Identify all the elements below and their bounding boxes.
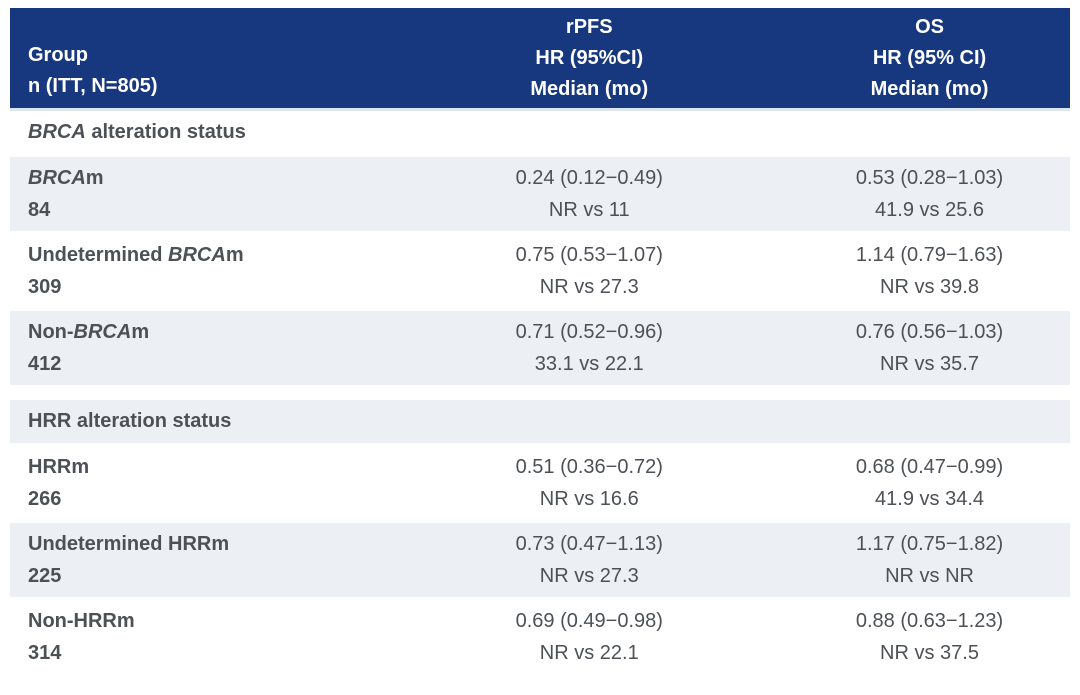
header-os-cell: OS HR (95% CI) Median (mo) xyxy=(789,8,1070,108)
os-hr-value: 0.68 (0.47−0.99) xyxy=(855,456,1004,478)
group-cell: Non-BRCAm 412 xyxy=(10,311,389,385)
header-rpfs-hr-label: HR (95%CI) xyxy=(535,47,644,69)
header-rpfs-cell: rPFS HR (95%CI) Median (mo) xyxy=(389,8,789,108)
group-cell: Undetermined HRRm 225 xyxy=(10,523,389,597)
row-n: 266 xyxy=(28,488,62,510)
row-label: Non-HRRm xyxy=(28,610,135,632)
table-row-undetermined-brcam: Undetermined BRCAm 309 0.75 (0.53−1.07) … xyxy=(10,234,1070,308)
os-cell: 0.53 (0.28−1.03) 41.9 vs 25.6 xyxy=(789,157,1070,231)
rpfs-cell: 0.69 (0.49−0.98) NR vs 22.1 xyxy=(389,600,789,674)
os-hr-value: 0.53 (0.28−1.03) xyxy=(855,167,1004,189)
row-n: 225 xyxy=(28,565,62,587)
group-cell: Non-HRRm 314 xyxy=(10,600,389,674)
rpfs-median-value: NR vs 27.3 xyxy=(539,276,639,298)
section-hrr: HRR alteration status HRRm 266 0.51 (0.3… xyxy=(10,400,1070,674)
row-n: 412 xyxy=(28,353,62,375)
os-median-value: NR vs 39.8 xyxy=(880,276,979,298)
rpfs-hr-value: 0.51 (0.36−0.72) xyxy=(515,456,663,478)
row-label: Non-BRCAm xyxy=(28,321,150,343)
os-cell: 0.68 (0.47−0.99) 41.9 vs 34.4 xyxy=(789,446,1070,520)
group-cell: Undetermined BRCAm 309 xyxy=(10,234,389,308)
row-n: 84 xyxy=(28,199,51,221)
os-hr-value: 0.76 (0.56−1.03) xyxy=(855,321,1004,343)
rpfs-cell: 0.73 (0.47−1.13) NR vs 27.3 xyxy=(389,523,789,597)
row-label: Undetermined HRRm xyxy=(28,533,230,555)
section-title-brca-em: BRCA xyxy=(28,121,86,143)
row-label: BRCAm xyxy=(28,167,104,189)
section-brca: BRCA alteration status BRCAm 84 0.24 (0.… xyxy=(10,111,1070,385)
rpfs-cell: 0.24 (0.12−0.49) NR vs 11 xyxy=(389,157,789,231)
row-label: Undetermined BRCAm xyxy=(28,244,244,266)
rpfs-median-value: NR vs 27.3 xyxy=(539,565,639,587)
os-cell: 0.76 (0.56−1.03) NR vs 35.7 xyxy=(789,311,1070,385)
os-hr-value: 0.88 (0.63−1.23) xyxy=(855,610,1004,632)
section-title-hrr-rest: HRR alteration status xyxy=(28,410,232,432)
os-median-value: NR vs NR xyxy=(885,565,974,587)
table-row-brcam: BRCAm 84 0.24 (0.12−0.49) NR vs 11 0.53 … xyxy=(10,157,1070,231)
os-cell: 0.88 (0.63−1.23) NR vs 37.5 xyxy=(789,600,1070,674)
section-title-brca-rest: alteration status xyxy=(85,121,246,143)
section-title-hrr: HRR alteration status xyxy=(10,400,1070,443)
header-group-cell: Group n (ITT, N=805) xyxy=(10,8,389,108)
os-median-value: 41.9 vs 25.6 xyxy=(875,199,984,221)
rpfs-median-value: NR vs 11 xyxy=(548,199,630,221)
os-hr-value: 1.17 (0.75−1.82) xyxy=(855,533,1004,555)
os-median-value: NR vs 35.7 xyxy=(880,353,979,375)
rpfs-hr-value: 0.73 (0.47−1.13) xyxy=(515,533,663,555)
table-row-non-hrrm: Non-HRRm 314 0.69 (0.49−0.98) NR vs 22.1… xyxy=(10,600,1070,674)
row-n: 314 xyxy=(28,642,62,664)
rpfs-median-value: NR vs 22.1 xyxy=(539,642,639,664)
rpfs-cell: 0.51 (0.36−0.72) NR vs 16.6 xyxy=(389,446,789,520)
rpfs-hr-value: 0.24 (0.12−0.49) xyxy=(515,167,663,189)
section-title-brca: BRCA alteration status xyxy=(10,111,1070,154)
group-cell: HRRm 266 xyxy=(10,446,389,520)
header-os-hr-label: HR (95% CI) xyxy=(872,47,987,69)
header-os-median-label: Median (mo) xyxy=(870,78,989,100)
rpfs-median-value: NR vs 16.6 xyxy=(539,488,639,510)
os-cell: 1.17 (0.75−1.82) NR vs NR xyxy=(789,523,1070,597)
header-rpfs-median-label: Median (mo) xyxy=(530,78,649,100)
table-row-non-brcam: Non-BRCAm 412 0.71 (0.52−0.96) 33.1 vs 2… xyxy=(10,311,1070,385)
group-cell: BRCAm 84 xyxy=(10,157,389,231)
header-os-title: OS xyxy=(915,16,944,38)
header-rpfs-title: rPFS xyxy=(565,16,613,38)
os-median-value: NR vs 37.5 xyxy=(880,642,979,664)
table-row-hrrm: HRRm 266 0.51 (0.36−0.72) NR vs 16.6 0.6… xyxy=(10,446,1070,520)
rpfs-hr-value: 0.71 (0.52−0.96) xyxy=(515,321,663,343)
rpfs-median-value: 33.1 vs 22.1 xyxy=(534,353,644,375)
os-cell: 1.14 (0.79−1.63) NR vs 39.8 xyxy=(789,234,1070,308)
rpfs-cell: 0.71 (0.52−0.96) 33.1 vs 22.1 xyxy=(389,311,789,385)
os-median-value: 41.9 vs 34.4 xyxy=(875,488,984,510)
rpfs-hr-value: 0.75 (0.53−1.07) xyxy=(515,244,663,266)
table-row-undetermined-hrrm: Undetermined HRRm 225 0.73 (0.47−1.13) N… xyxy=(10,523,1070,597)
header-group-line2: n (ITT, N=805) xyxy=(28,75,158,97)
row-label: HRRm xyxy=(28,456,90,478)
row-n: 309 xyxy=(28,276,62,298)
os-hr-value: 1.14 (0.79−1.63) xyxy=(855,244,1004,266)
results-table: Group n (ITT, N=805) rPFS HR (95%CI) Med… xyxy=(10,8,1070,674)
table-header-row: Group n (ITT, N=805) rPFS HR (95%CI) Med… xyxy=(10,8,1070,111)
rpfs-hr-value: 0.69 (0.49−0.98) xyxy=(515,610,663,632)
header-group-line1: Group xyxy=(28,44,88,66)
rpfs-cell: 0.75 (0.53−1.07) NR vs 27.3 xyxy=(389,234,789,308)
